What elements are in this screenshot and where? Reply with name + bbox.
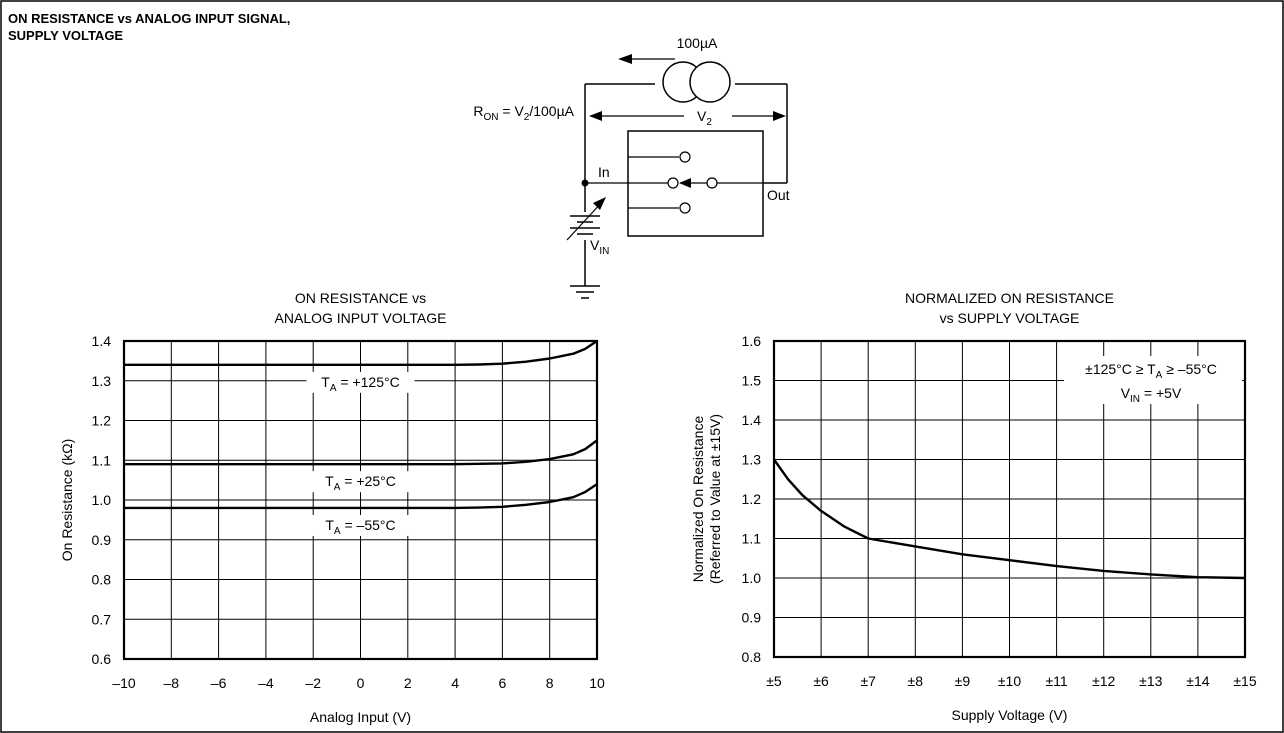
x-tick-label: –6 [211, 675, 227, 691]
y-tick-label: 1.6 [742, 333, 762, 349]
series-label-3: TA = –55°C [325, 517, 395, 537]
x-tick-label: 2 [404, 675, 412, 691]
series-line-1 [124, 340, 598, 366]
y-tick-label: 1.0 [742, 570, 762, 586]
x-tick-label: 10 [589, 675, 605, 691]
y-tick-label: 1.2 [742, 491, 762, 507]
out-label: Out [767, 187, 790, 203]
variable-source-arrow [566, 200, 604, 241]
switch-arrowhead-icon [679, 178, 691, 188]
x-tick-label: ±14 [1186, 673, 1209, 689]
y-tick-label: 1.3 [92, 373, 112, 389]
x-axis-title: Analog Input (V) [310, 709, 411, 725]
v2-left-arrowhead-icon [589, 111, 602, 121]
x-tick-label: –10 [112, 675, 136, 691]
v2-right-arrowhead-icon [773, 111, 786, 121]
y-tick-label: 0.6 [92, 651, 112, 667]
x-tick-label: ±11 [1045, 673, 1067, 689]
x-tick-label: –8 [164, 675, 180, 691]
chart-title-line-1: NORMALIZED ON RESISTANCE [905, 290, 1114, 306]
x-tick-label: –2 [305, 675, 321, 691]
switch-contact-out [706, 177, 718, 189]
x-tick-label: ±9 [955, 673, 971, 689]
x-tick-label: ±7 [860, 673, 876, 689]
series-label-mask-2 [306, 471, 415, 493]
v2-label: V2 [697, 108, 712, 128]
y-tick-label: 1.4 [742, 412, 762, 428]
x-tick-label: ±12 [1092, 673, 1115, 689]
x-axis-title: Supply Voltage (V) [952, 707, 1068, 723]
y-tick-label: 1.4 [92, 333, 112, 349]
condition-annotation-temp: ±125°C ≥ TA ≥ –55°C [1085, 361, 1217, 381]
chart-title-line-1: ON RESISTANCE vs [295, 290, 426, 306]
variable-source-arrowhead-icon [593, 197, 606, 210]
switch-contact-top [679, 151, 691, 163]
y-tick-label: 0.7 [92, 611, 112, 627]
series-line-1 [773, 458, 1246, 580]
header-title-line-1: ON RESISTANCE vs ANALOG INPUT SIGNAL, [8, 11, 290, 26]
y-tick-label: 0.9 [92, 532, 112, 548]
test-circuit-diagram: 100µA RON = V2/100µA V2 In Out VIN [473, 35, 790, 299]
y-tick-label: 1.3 [742, 452, 762, 468]
y-tick-label: 1.2 [92, 413, 112, 429]
y-tick-label: 1.1 [742, 531, 762, 547]
condition-annotation-vin: VIN = +5V [1121, 385, 1182, 405]
y-tick-label: 1.0 [92, 492, 112, 508]
y-axis-title-line-2: (Referred to Value at ±15V) [707, 414, 723, 584]
chart-title-line-2: vs SUPPLY VOLTAGE [940, 310, 1080, 326]
series-label-mask-1 [306, 371, 415, 393]
in-label: In [598, 164, 610, 180]
switch-contact-bottom [679, 202, 691, 214]
annotation-mask [1064, 356, 1242, 404]
plot-area-frame [122, 339, 599, 661]
y-axis-title: On Resistance (kΩ) [59, 439, 75, 562]
y-tick-label: 0.8 [742, 649, 762, 665]
x-tick-label: 8 [546, 675, 554, 691]
y-tick-label: 1.5 [742, 373, 762, 389]
x-tick-label: ±10 [998, 673, 1021, 689]
normalized-on-resistance-vs-supply-chart: NORMALIZED ON RESISTANCE vs SUPPLY VOLTAG… [690, 290, 1257, 723]
x-tick-label: 4 [451, 675, 459, 691]
vin-label: VIN [590, 237, 609, 257]
ron-formula-label: RON = V2/100µA [473, 103, 574, 123]
current-source-circle-right [689, 61, 731, 103]
y-axis-title-line-1: Normalized On Resistance [690, 416, 706, 583]
series-line-3 [124, 483, 598, 510]
x-tick-label: ±15 [1233, 673, 1256, 689]
x-tick-label: ±13 [1139, 673, 1162, 689]
y-tick-label: 0.9 [742, 610, 762, 626]
chart-title-line-2: ANALOG INPUT VOLTAGE [275, 310, 447, 326]
switch-contact-common [667, 177, 679, 189]
series-label-2: TA = +25°C [325, 473, 396, 493]
header-title-line-2: SUPPLY VOLTAGE [8, 28, 123, 43]
y-tick-label: 0.8 [92, 572, 112, 588]
series-label-1: TA = +125°C [321, 374, 399, 394]
plot-area-frame [772, 339, 1247, 659]
y-tick-label: 1.1 [92, 452, 112, 468]
x-tick-label: ±6 [813, 673, 829, 689]
series-label-mask-3 [306, 514, 415, 536]
on-resistance-vs-analog-input-chart: ON RESISTANCE vs ANALOG INPUT VOLTAGE –10 –… [59, 290, 605, 725]
x-tick-label: –4 [258, 675, 274, 691]
x-tick-label: 0 [357, 675, 365, 691]
x-tick-label: ±8 [908, 673, 924, 689]
current-arrowhead-icon [618, 54, 632, 64]
x-tick-label: 6 [499, 675, 507, 691]
current-source-label: 100µA [677, 35, 718, 51]
input-node-dot [581, 179, 589, 187]
series-line-2 [124, 439, 598, 466]
x-tick-label: ±5 [766, 673, 782, 689]
